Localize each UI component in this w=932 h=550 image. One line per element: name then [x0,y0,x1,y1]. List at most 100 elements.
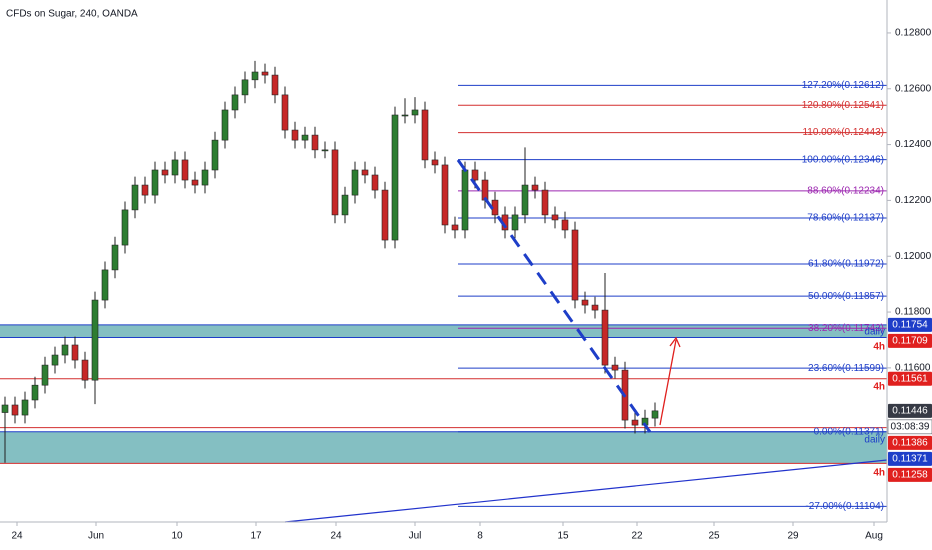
fib-label: 61.80%(0.11972) [808,259,884,270]
fib-label: 23.60%(0.11599) [808,363,884,374]
fib-label: 50.00%(0.11857) [808,291,884,302]
candle-body [241,79,249,96]
candle-body [151,169,159,196]
x-tick-label: Jul [409,531,422,542]
fib-label: 0.00%(0.11371) [814,426,884,437]
candle-body [471,169,479,181]
price-badge-label: 0.11371 [892,454,928,465]
zone [0,431,887,464]
candle-body [521,184,529,216]
trend-line [284,459,888,523]
candle-body [381,189,389,241]
candle-body [121,209,129,246]
price-badge [888,317,932,332]
price-badge [888,333,932,348]
zone [0,324,887,338]
candle-body [331,149,339,216]
price-badge-label: 0.11754 [892,320,928,331]
price-badge [888,371,932,386]
x-tick-label: 15 [557,531,569,542]
candle-body [511,214,519,231]
candle-body [541,189,549,216]
candle-body [191,179,199,186]
countdown-badge [887,419,932,435]
candle-body [51,354,59,366]
candle-body [611,364,619,371]
candle-body [261,71,269,76]
x-tick-label: 24 [330,531,342,542]
x-tick-label: 8 [477,531,483,542]
candle-body [311,134,319,151]
candle-body [221,109,229,141]
candle-body [141,184,149,196]
candle-body [71,344,79,361]
candle-body [341,194,349,216]
candle-body [91,299,99,381]
annotation: 4h [873,382,885,393]
x-tick-label: 10 [171,531,183,542]
candle-body [401,114,409,117]
candle-body [111,244,119,271]
candle-body [451,224,459,231]
x-tick-label: Aug [865,531,883,542]
candle-body [11,404,19,416]
price-badge [888,403,932,418]
chart-title: CFDs on Sugar, 240, OANDA [6,9,138,20]
candle-body [1,404,9,413]
levels [0,84,887,507]
candles [1,60,659,463]
annotation: 4h [873,468,885,479]
candle-body [441,164,449,226]
fib-label: -27.00%(0.11104) [805,501,884,512]
candle-body [61,344,69,356]
candle-body [651,410,659,419]
candle-body [371,174,379,191]
y-tick-label: 0.12800 [895,28,932,39]
candle-body [391,114,399,241]
candle-body [601,309,609,366]
y-tick-label: 0.12200 [895,195,932,206]
candle-body [591,304,599,311]
y-tick-label: 0.11800 [895,307,931,318]
x-tick-label: 25 [708,531,720,542]
candle-body [291,129,299,141]
fib-label: 100.00%(0.12346) [802,154,884,165]
candle-body [351,169,359,196]
countdown: 03:08:39 [891,422,930,433]
y-tick-label: 0.12000 [895,251,932,262]
price-badge-label: 0.11446 [892,406,928,417]
x-tick-label: 29 [787,531,799,542]
candle-body [161,169,169,176]
candle-body [21,399,29,416]
candle-body [131,184,139,211]
candle-body [431,159,439,166]
fib-label: 88.60%(0.12234) [807,186,884,197]
candle-body [571,229,579,301]
candle-body [561,219,569,231]
candle-body [251,71,259,81]
price-badge [888,451,932,466]
candle-body [171,159,179,176]
candle-body [421,109,429,161]
price-badge [888,435,932,450]
candle-body [201,169,209,186]
fib-label: 110.00%(0.12443) [802,127,884,138]
candle-body [581,299,589,306]
candle-body [531,184,539,191]
price-badge-label: 0.11709 [892,336,928,347]
x-tick-label: 22 [631,531,643,542]
candle-body [101,269,109,301]
price-badge-label: 0.11561 [892,373,928,384]
candle-body [281,94,289,131]
y-tick-label: 0.12400 [895,139,932,150]
fib-label: 120.80%(0.12541) [802,100,884,111]
price-badge [888,467,932,482]
labels: 127.20%(0.12612) 120.80%(0.12541) 110.00%(… [802,80,885,512]
candle-body [461,169,469,231]
y-tick-label: 0.12600 [895,83,932,94]
price-badge-label: 0.11258 [892,470,928,481]
candle-body [321,149,329,152]
fib-label: 127.20%(0.12612) [802,80,884,91]
